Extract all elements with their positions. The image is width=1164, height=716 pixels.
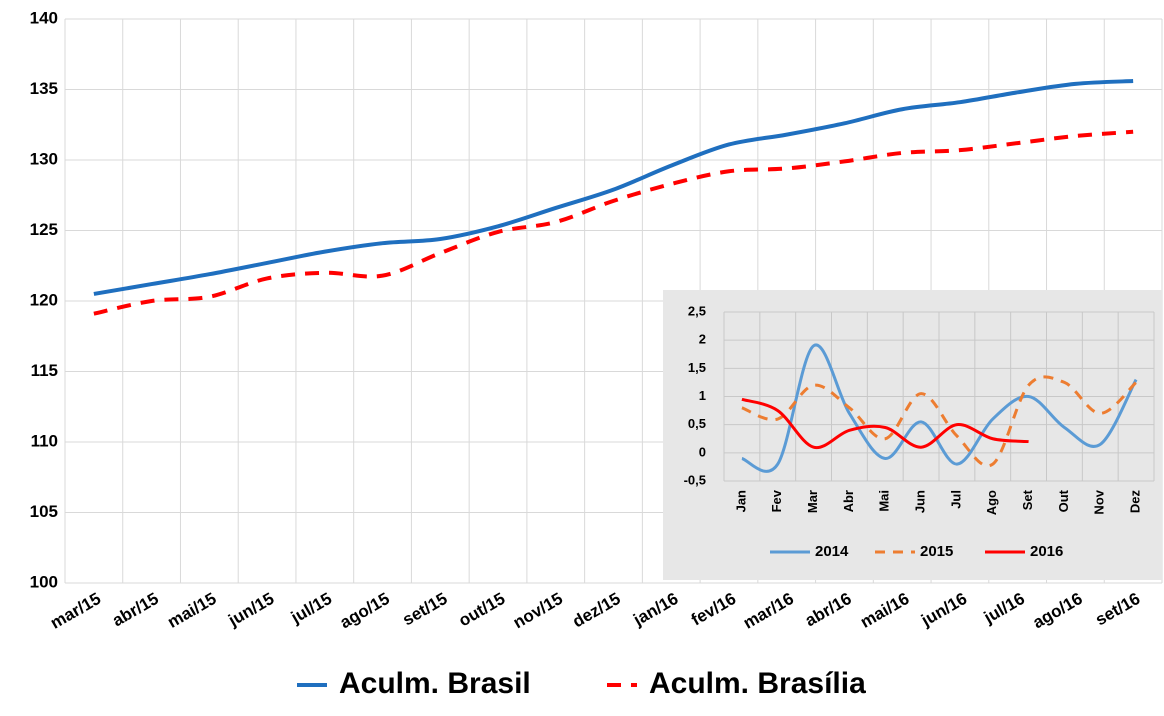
x-tick-label: set/15	[399, 589, 450, 630]
data-line	[741, 397, 1029, 450]
x-tick-label: fev/16	[688, 589, 739, 630]
y-tick-label: 115	[31, 361, 58, 380]
x-tick-label: dez/15	[569, 589, 624, 631]
y-tick-label: 130	[30, 149, 58, 168]
y-tick-label: 135	[30, 79, 58, 98]
x-tick-label: Jan	[733, 490, 748, 512]
x-tick-label: ago/15	[337, 589, 393, 632]
x-tick-label: Abr	[841, 490, 856, 512]
y-tick-label: 1,5	[688, 360, 706, 375]
x-tick-label: abr/15	[109, 589, 162, 631]
x-tick-label: Fev	[769, 489, 784, 512]
y-tick-label: 0,5	[688, 416, 706, 431]
x-tick-label: jul/15	[287, 589, 335, 628]
y-tick-label: 140	[30, 8, 58, 27]
x-tick-label: Mar	[805, 490, 820, 513]
x-tick-label: mai/15	[164, 589, 219, 632]
x-tick-label: jun/16	[917, 589, 970, 631]
x-tick-label: nov/15	[510, 589, 566, 632]
legend-label: 2015	[920, 543, 953, 560]
x-tick-label: ago/16	[1029, 589, 1085, 632]
y-tick-label: 125	[30, 220, 58, 239]
y-tick-label: 2,5	[688, 303, 706, 318]
x-tick-label: mai/16	[857, 589, 912, 632]
x-tick-label: mar/15	[47, 589, 104, 633]
data-line	[741, 375, 1138, 468]
y-tick-label: 1	[699, 388, 706, 403]
legend-label: 2014	[815, 543, 849, 560]
x-tick-label: set/16	[1092, 589, 1143, 630]
x-tick-label: Ago	[984, 490, 999, 515]
x-tick-label: mar/16	[740, 589, 797, 633]
data-line	[93, 79, 1134, 296]
legend-label: Aculm. Brasil	[339, 667, 531, 700]
x-tick-label: Mai	[877, 490, 892, 512]
y-tick-label: 100	[30, 572, 58, 591]
y-tick-label: -0,5	[684, 472, 706, 487]
x-tick-label: Out	[1056, 489, 1071, 512]
inset-background	[663, 290, 1162, 580]
y-tick-label: 105	[30, 502, 58, 521]
data-line	[93, 129, 1134, 316]
x-tick-label: Dez	[1128, 490, 1143, 514]
y-tick-label: 0	[699, 444, 706, 459]
legend-label: 2016	[1030, 543, 1063, 560]
y-tick-label: 120	[30, 290, 58, 309]
data-line	[741, 343, 1138, 473]
legend-label: Aculm. Brasília	[649, 667, 866, 700]
x-tick-label: abr/16	[802, 589, 855, 631]
x-tick-label: out/15	[455, 589, 508, 630]
x-tick-label: jun/15	[224, 589, 277, 631]
x-tick-label: jan/16	[629, 589, 681, 630]
x-tick-label: Nov	[1092, 489, 1107, 514]
y-tick-label: 110	[31, 431, 58, 450]
x-tick-label: Jul	[948, 490, 963, 509]
x-tick-label: Set	[1020, 489, 1035, 510]
x-tick-label: jul/16	[980, 589, 1028, 628]
x-tick-label: Jun	[913, 490, 928, 513]
y-tick-label: 2	[699, 332, 706, 347]
